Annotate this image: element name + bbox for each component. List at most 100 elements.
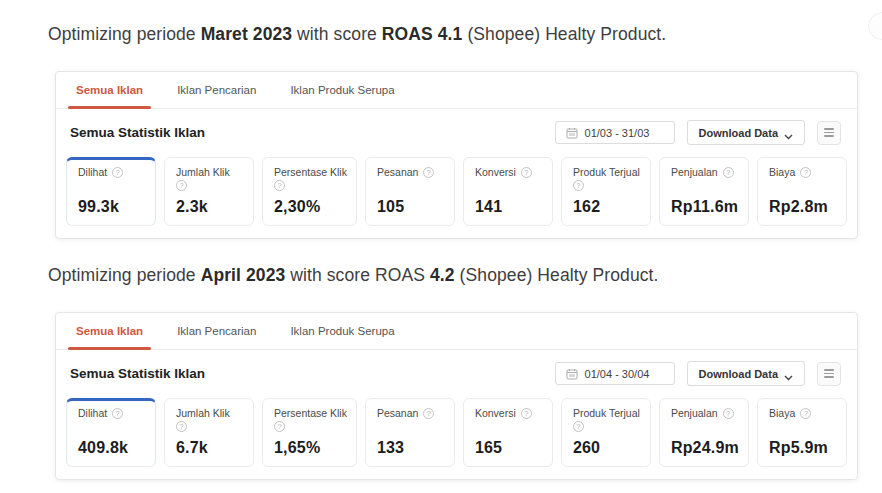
stat-label: Produk Terjual	[573, 166, 640, 178]
panel-title: Semua Statistik Iklan	[70, 366, 205, 381]
stat-card-konversi[interactable]: Konversi? 141	[463, 157, 553, 226]
ads-stats-panel-maret: Semua Iklan Iklan Pencarian Iklan Produk…	[55, 71, 858, 239]
hamburger-menu-button[interactable]	[817, 121, 841, 145]
download-data-label: Download Data	[699, 368, 778, 380]
stat-value: 6.7k	[176, 439, 244, 457]
header-controls: 01/03 - 31/03 Download Data	[555, 120, 841, 145]
date-range-value: 01/03 - 31/03	[585, 127, 650, 139]
heading-text: Optimizing periode	[48, 265, 201, 285]
stat-value: Rp2.8m	[769, 198, 837, 216]
stat-label: Jumlah Klik	[176, 166, 230, 178]
header-controls: 01/04 - 30/04 Download Data	[555, 361, 841, 386]
stat-value: 2.3k	[176, 198, 244, 216]
stat-card-persentase-klik[interactable]: Persentase Klik? 1,65%	[262, 398, 357, 467]
stat-card-biaya[interactable]: Biaya? Rp2.8m	[757, 157, 847, 226]
help-icon[interactable]: ?	[800, 408, 811, 419]
heading-period: April 2023	[201, 265, 286, 285]
stat-label: Persentase Klik	[274, 166, 347, 178]
heading-text: (Shopee) Healty Product.	[455, 265, 659, 285]
help-icon[interactable]: ?	[112, 408, 123, 419]
stat-label: Biaya	[769, 407, 795, 419]
help-icon[interactable]: ?	[723, 167, 734, 178]
stat-card-persentase-klik[interactable]: Persentase Klik? 2,30%	[262, 157, 357, 226]
help-icon[interactable]: ?	[573, 180, 584, 191]
section-heading-maret: Optimizing periode Maret 2023 with score…	[48, 24, 862, 45]
calendar-icon	[566, 127, 578, 139]
date-range-value: 01/04 - 30/04	[585, 368, 650, 380]
help-icon[interactable]: ?	[521, 167, 532, 178]
ads-stats-panel-april: Semua Iklan Iklan Pencarian Iklan Produk…	[55, 312, 858, 480]
date-range-picker[interactable]: 01/04 - 30/04	[555, 362, 675, 385]
help-icon[interactable]: ?	[274, 421, 285, 432]
stat-card-row: Dilihat? 409.8k Jumlah Klik? 6.7k Persen…	[56, 396, 857, 479]
heading-score: 4.2	[430, 265, 455, 285]
download-data-button[interactable]: Download Data	[687, 120, 805, 145]
help-icon[interactable]: ?	[521, 408, 532, 419]
stat-value: 165	[475, 439, 543, 457]
tab-bar: Semua Iklan Iklan Pencarian Iklan Produk…	[56, 313, 857, 350]
stat-label: Pesanan	[377, 166, 418, 178]
stat-value: Rp5.9m	[769, 439, 837, 457]
heading-text: with score	[292, 24, 382, 44]
stat-value: 105	[377, 198, 445, 216]
stat-value: 409.8k	[78, 439, 146, 457]
section-heading-april: Optimizing periode April 2023 with score…	[48, 265, 862, 286]
stat-card-jumlah-klik[interactable]: Jumlah Klik? 2.3k	[164, 157, 254, 226]
help-icon[interactable]: ?	[800, 167, 811, 178]
stat-value: 162	[573, 198, 641, 216]
tab-bar: Semua Iklan Iklan Pencarian Iklan Produk…	[56, 72, 857, 109]
tab-iklan-pencarian[interactable]: Iklan Pencarian	[173, 313, 260, 349]
date-range-picker[interactable]: 01/03 - 31/03	[555, 121, 675, 144]
stat-label: Konversi	[475, 166, 516, 178]
stat-label: Pesanan	[377, 407, 418, 419]
stat-label: Persentase Klik	[274, 407, 347, 419]
stat-value: Rp24.9m	[671, 439, 739, 457]
stat-label: Produk Terjual	[573, 407, 640, 419]
stat-card-biaya[interactable]: Biaya? Rp5.9m	[757, 398, 847, 467]
panel-title: Semua Statistik Iklan	[70, 125, 205, 140]
stat-card-dilihat[interactable]: Dilihat? 99.3k	[66, 157, 156, 226]
help-icon[interactable]: ?	[112, 167, 123, 178]
panel-header: Semua Statistik Iklan 01/04 - 30/04 Down…	[56, 350, 857, 396]
hamburger-menu-button[interactable]	[817, 362, 841, 386]
heading-period: Maret 2023	[201, 24, 292, 44]
tab-iklan-produk-serupa[interactable]: Iklan Produk Serupa	[286, 72, 398, 108]
tab-semua-iklan[interactable]: Semua Iklan	[72, 72, 147, 108]
heading-score: ROAS 4.1	[382, 24, 463, 44]
stat-card-konversi[interactable]: Konversi? 165	[463, 398, 553, 467]
chevron-down-icon	[784, 130, 793, 136]
stat-value: 2,30%	[274, 198, 347, 216]
stat-label: Konversi	[475, 407, 516, 419]
stat-card-produk-terjual[interactable]: Produk Terjual? 260	[561, 398, 651, 467]
stat-value: 99.3k	[78, 198, 146, 216]
heading-text: Optimizing periode	[48, 24, 201, 44]
stat-label: Dilihat	[78, 407, 107, 419]
tab-iklan-pencarian[interactable]: Iklan Pencarian	[173, 72, 260, 108]
stat-card-dilihat[interactable]: Dilihat? 409.8k	[66, 398, 156, 467]
stat-value: Rp11.6m	[671, 198, 739, 216]
stat-card-pesanan[interactable]: Pesanan? 133	[365, 398, 455, 467]
heading-text: (Shopee) Healty Product.	[462, 24, 666, 44]
download-data-label: Download Data	[699, 127, 778, 139]
stat-label: Penjualan	[671, 407, 718, 419]
panel-header: Semua Statistik Iklan 01/03 - 31/03 Down…	[56, 109, 857, 155]
tab-semua-iklan[interactable]: Semua Iklan	[72, 313, 147, 349]
help-icon[interactable]: ?	[573, 421, 584, 432]
stat-card-penjualan[interactable]: Penjualan? Rp11.6m	[659, 157, 749, 226]
download-data-button[interactable]: Download Data	[687, 361, 805, 386]
stat-value: 141	[475, 198, 543, 216]
help-icon[interactable]: ?	[423, 408, 434, 419]
stat-value: 260	[573, 439, 641, 457]
stat-card-pesanan[interactable]: Pesanan? 105	[365, 157, 455, 226]
help-icon[interactable]: ?	[176, 421, 187, 432]
stat-card-penjualan[interactable]: Penjualan? Rp24.9m	[659, 398, 749, 467]
cutoff-floating-widget	[868, 12, 882, 40]
tab-iklan-produk-serupa[interactable]: Iklan Produk Serupa	[286, 313, 398, 349]
stat-card-produk-terjual[interactable]: Produk Terjual? 162	[561, 157, 651, 226]
help-icon[interactable]: ?	[423, 167, 434, 178]
calendar-icon	[566, 368, 578, 380]
help-icon[interactable]: ?	[176, 180, 187, 191]
help-icon[interactable]: ?	[274, 180, 285, 191]
help-icon[interactable]: ?	[723, 408, 734, 419]
stat-card-jumlah-klik[interactable]: Jumlah Klik? 6.7k	[164, 398, 254, 467]
